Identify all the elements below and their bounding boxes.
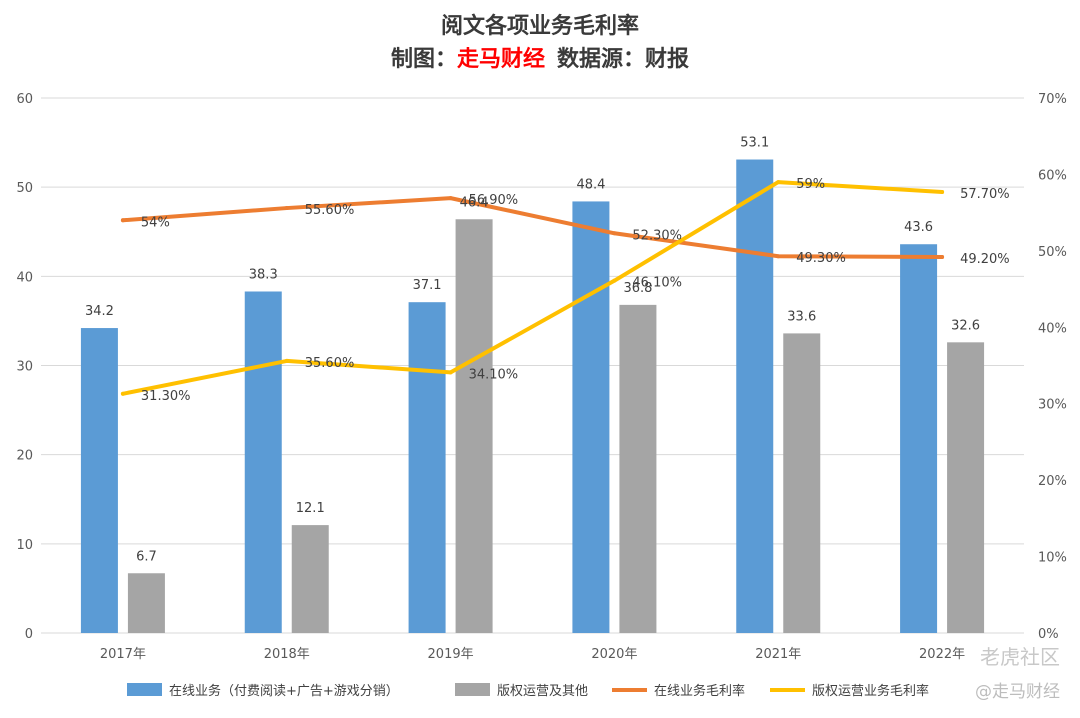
x-tick: 2021年 (755, 647, 801, 662)
bars (80, 159, 985, 633)
bar-data-label: 37.1 (413, 278, 442, 293)
line-point (612, 278, 617, 283)
bar-data-label: 46.4 (460, 195, 489, 210)
line-point (120, 391, 125, 396)
axes: 0 10 20 30 40 50 60 0% 10% 20% 30% 40% 50% 60% 70% 2017… (16, 92, 1066, 662)
watermark-site: 老虎社区 (980, 645, 1060, 669)
bar-data-label: 33.6 (787, 309, 816, 324)
bar-online (736, 159, 774, 633)
y-left-tick: 10 (16, 538, 33, 553)
x-tick: 2022年 (919, 647, 965, 662)
y-left-tick: 20 (16, 449, 33, 464)
bar-online (80, 328, 118, 633)
line-point (448, 370, 453, 375)
subtitle-suffix: 数据源：财报 (557, 46, 689, 72)
line-data-label: 52.30% (632, 228, 682, 243)
bar-data-label: 36.8 (623, 281, 652, 296)
bar-copyright (127, 573, 165, 633)
line-online-margin (120, 196, 945, 259)
y-left-tick: 50 (16, 181, 33, 196)
legend-swatch (455, 683, 490, 696)
bar-copyright (619, 304, 657, 633)
bar-copyright (455, 219, 493, 633)
y-right-tick: 70% (1038, 92, 1067, 107)
bar-online (408, 302, 446, 633)
line-point (940, 254, 945, 259)
bar-online (900, 244, 938, 633)
legend-label: 版权运营业务毛利率 (812, 683, 929, 699)
bar-data-label: 12.1 (296, 501, 325, 516)
legend-label: 在线业务（付费阅读+广告+游戏分销） (169, 683, 399, 699)
subtitle-prefix: 制图： (391, 46, 457, 72)
bar-online (244, 291, 282, 633)
bar-copyright (291, 525, 329, 633)
lines (120, 180, 945, 396)
bar-copyright (783, 333, 821, 633)
y-left-tick: 0 (25, 627, 33, 642)
bar-data-label: 32.6 (951, 318, 980, 333)
y-right-tick: 40% (1038, 321, 1067, 336)
y-right-tick: 20% (1038, 474, 1067, 489)
legend-label: 版权运营及其他 (497, 683, 588, 699)
y-right-tick: 60% (1038, 168, 1067, 183)
legend-swatch (127, 683, 162, 696)
line-point (612, 231, 617, 236)
bar-data-label: 53.1 (740, 136, 769, 151)
bar-data-label: 43.6 (904, 220, 933, 235)
line-point (448, 196, 453, 201)
line-point (776, 180, 781, 185)
line-point (120, 218, 125, 223)
legend-label: 在线业务毛利率 (654, 683, 745, 699)
line-data-label: 35.60% (305, 356, 355, 371)
line-data-label: 34.10% (469, 367, 519, 382)
y-right-tick: 0% (1038, 627, 1059, 642)
x-tick: 2017年 (100, 647, 146, 662)
x-tick: 2019年 (428, 647, 474, 662)
line-data-label: 49.20% (960, 252, 1010, 267)
line-point (284, 206, 289, 211)
bar-online (572, 201, 610, 633)
line-data-label: 54% (141, 215, 170, 230)
line-point (284, 358, 289, 363)
line-data-label: 57.70% (960, 187, 1010, 202)
chart-subtitle: 制图：走马财经 数据源：财报 (391, 46, 689, 72)
line-data-label: 56.90% (469, 193, 519, 208)
bar-data-label: 48.4 (576, 177, 605, 192)
line-data-label: 55.60% (305, 203, 355, 218)
line-data-label: 46.10% (632, 276, 682, 291)
y-left-tick: 30 (16, 360, 33, 375)
line-data-label: 49.30% (796, 251, 846, 266)
bar-data-label: 6.7 (136, 549, 157, 564)
bar-copyright (947, 342, 985, 633)
chart-title: 阅文各项业务毛利率 (441, 13, 639, 39)
legend: 在线业务（付费阅读+广告+游戏分销） 版权运营及其他 在线业务毛利率 版权运营业务毛利… (127, 683, 929, 699)
line-data-label: 59% (796, 177, 825, 192)
bar-data-label: 34.2 (85, 304, 114, 319)
watermark-handle: @走马财经 (975, 682, 1060, 702)
line-data-label: 31.30% (141, 389, 191, 404)
bar-data-label: 38.3 (249, 267, 278, 282)
x-tick: 2020年 (591, 647, 637, 662)
line-copyright-margin (120, 180, 945, 396)
y-right-tick: 50% (1038, 245, 1067, 260)
y-right-tick: 30% (1038, 398, 1067, 413)
data-labels: 34.2 38.3 37.1 48.4 53.1 43.6 6.7 12.1 46.4 36.8 3… (85, 136, 1010, 565)
line-point (940, 190, 945, 195)
y-right-tick: 10% (1038, 551, 1067, 566)
x-tick: 2018年 (264, 647, 310, 662)
y-left-tick: 40 (16, 270, 33, 285)
line-point (776, 254, 781, 259)
gridlines (41, 97, 1024, 634)
y-left-tick: 60 (16, 92, 33, 107)
subtitle-brand: 走马财经 (457, 46, 545, 72)
